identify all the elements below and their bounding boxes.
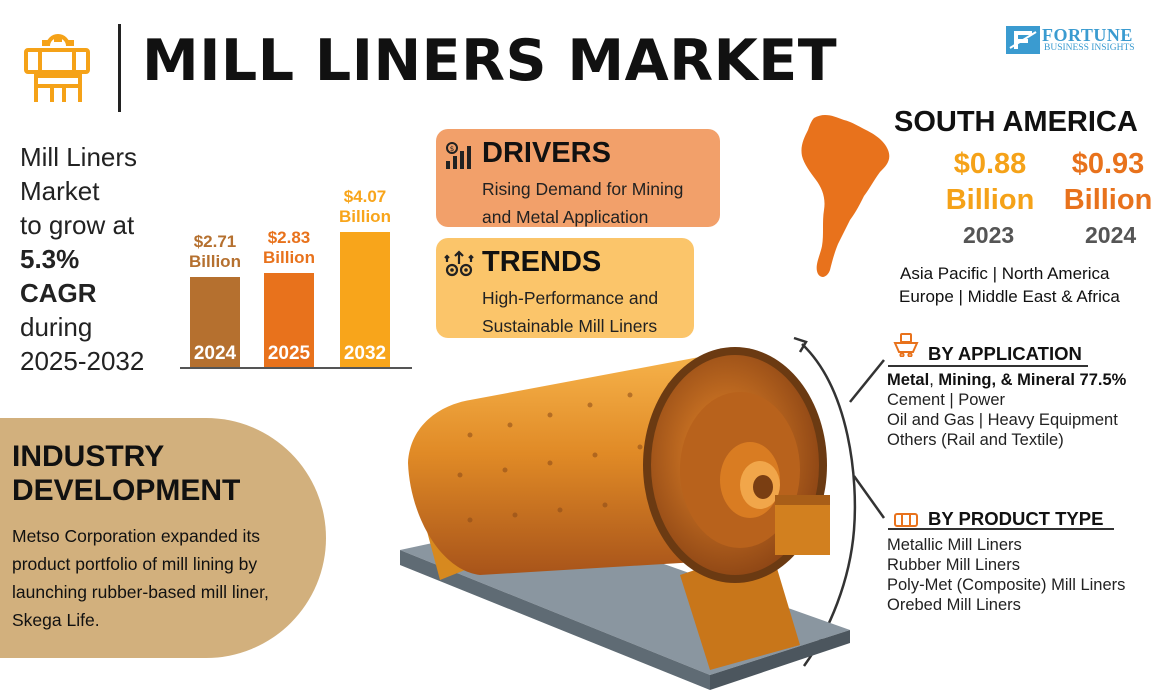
- svg-text:$: $: [450, 145, 454, 153]
- chart-value-label: $2.83 Billion: [263, 228, 315, 267]
- drivers-title: DRIVERS: [482, 137, 611, 169]
- by-product-type-item: Orebed Mill Liners: [887, 596, 1021, 614]
- cagr-line: during: [20, 312, 93, 342]
- by-application-lead: Metal, Mining, & Mineral 77.5%: [887, 371, 1126, 390]
- other-regions-line: Europe | Middle East & Africa: [899, 287, 1120, 306]
- chart-bar: 2024: [190, 277, 240, 367]
- lead-part: Mining, & Mineral 77.5%: [938, 371, 1127, 389]
- by-product-type-title: BY PRODUCT TYPE: [928, 508, 1104, 529]
- south-america-map-icon: [801, 114, 890, 277]
- region-year: 2023: [963, 222, 1015, 248]
- industry-title-line: INDUSTRY: [12, 440, 165, 473]
- chart-baseline: [180, 367, 412, 369]
- logo-subtitle: BUSINESS INSIGHTS: [1044, 43, 1135, 53]
- lead-part: Metal: [887, 371, 930, 389]
- industry-text: Metso Corporation expanded its product p…: [12, 526, 269, 630]
- by-product-type-underline: [888, 528, 1114, 530]
- drivers-text: Rising Demand for Mining and Metal Appli…: [482, 175, 683, 231]
- trends-title: TRENDS: [482, 246, 602, 278]
- drivers-card: $ DRIVERS Rising Demand for Mining and M…: [436, 129, 720, 227]
- chart-value-label: $2.71 Billion: [189, 232, 241, 271]
- by-product-type-item: Metallic Mill Liners: [887, 536, 1022, 554]
- by-application-item: Oil and Gas | Heavy Equipment: [887, 411, 1118, 429]
- by-product-type-item: Poly-Met (Composite) Mill Liners: [887, 576, 1126, 594]
- region-title: SOUTH AMERICA: [894, 106, 1138, 138]
- gears-arrows-icon: [444, 250, 474, 277]
- by-application-item: Others (Rail and Textile): [887, 431, 1064, 449]
- page-title: MILL LINERS MARKET: [142, 28, 838, 94]
- logo-word: FORTUNE: [1042, 25, 1133, 45]
- chart-category-label: 2032: [343, 343, 387, 364]
- region-value-2024: $0.93 Billion: [1048, 146, 1160, 218]
- market-size-bar-chart: 2024 $2.71 Billion 2025 $2.83 Billion 2032 $4.0…: [180, 175, 412, 370]
- by-product-type-item: Rubber Mill Liners: [887, 556, 1020, 574]
- chart-category-label: 2025: [267, 343, 311, 364]
- mill-machine-icon: [24, 34, 90, 102]
- cagr-label: CAGR: [20, 278, 97, 308]
- chart-bars-icon: $: [446, 142, 471, 169]
- cagr-statement: Mill Liners Market to grow at 5.3% CAGR …: [20, 140, 180, 378]
- region-value-2023: $0.88 Billion: [930, 146, 1050, 218]
- region-value-amount: $0.93: [1071, 148, 1145, 180]
- drivers-text-line: Rising Demand for Mining: [482, 179, 684, 199]
- cagr-line: to grow at: [20, 210, 135, 240]
- ore-cart-icon: [893, 333, 919, 357]
- trends-text-line: Sustainable Mill Liners: [482, 316, 658, 336]
- lead-separator: ,: [929, 371, 939, 389]
- region-value-unit: Billion: [1063, 184, 1153, 216]
- region-value-amount: $0.88: [953, 148, 1027, 180]
- industry-development-panel: INDUSTRY DEVELOPMENT Metso Corporation e…: [0, 418, 326, 658]
- by-application-underline: [888, 365, 1088, 367]
- cagr-line: Mill Liners: [20, 142, 138, 172]
- cagr-rate: 5.3%: [20, 244, 80, 274]
- fortune-business-insights-logo: FORTUNE BUSINESS INSIGHTS: [1006, 25, 1146, 56]
- trends-card: TRENDS High-Performance and Sustainable …: [436, 238, 694, 338]
- cagr-period: 2025-2032: [20, 346, 145, 376]
- chart-value-label: $4.07 Billion: [339, 187, 391, 226]
- trends-text-line: High-Performance and: [482, 288, 659, 308]
- cagr-line: Market: [20, 176, 100, 206]
- region-value-unit: Billion: [945, 184, 1035, 216]
- header-divider: [118, 24, 121, 112]
- other-regions-line: Asia Pacific | North America: [900, 264, 1110, 283]
- trends-text: High-Performance and Sustainable Mill Li…: [482, 284, 658, 340]
- logo-mark-icon: [1006, 26, 1040, 54]
- chart-bar: 2032: [340, 232, 390, 367]
- drivers-text-line: and Metal Application: [482, 207, 649, 227]
- by-application-title: BY APPLICATION: [928, 343, 1082, 364]
- chart-bar: 2025: [264, 273, 314, 367]
- liner-plate-icon: [894, 513, 918, 527]
- industry-title: INDUSTRY DEVELOPMENT: [12, 440, 240, 508]
- by-application-item: Cement | Power: [887, 391, 1005, 409]
- chart-category-label: 2024: [193, 343, 237, 364]
- region-year: 2024: [1085, 222, 1137, 248]
- industry-title-line: DEVELOPMENT: [12, 474, 241, 507]
- ball-mill-illustration: [400, 347, 850, 690]
